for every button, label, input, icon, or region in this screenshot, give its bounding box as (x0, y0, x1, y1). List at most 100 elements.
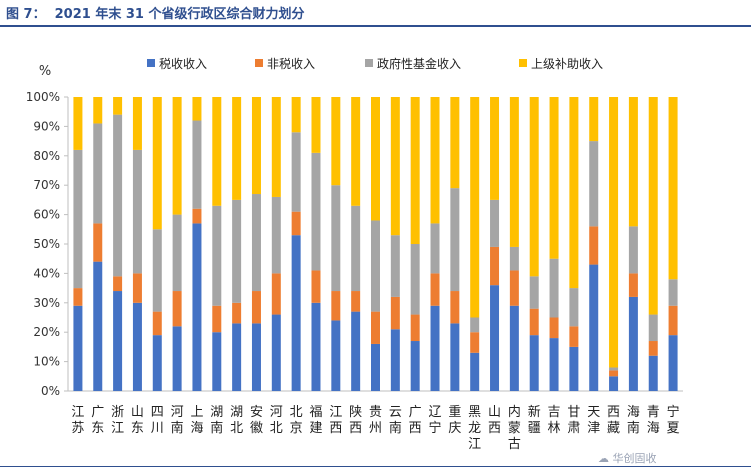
bar-segment (172, 214, 182, 292)
bar-segment (529, 97, 539, 277)
bar-segment (390, 329, 400, 391)
bar-segment (430, 305, 440, 391)
bar-segment (648, 341, 658, 356)
bar-segment (589, 97, 599, 142)
bar-segment (192, 223, 202, 391)
y-axis-unit-label: % (39, 64, 51, 79)
bar-segment (450, 97, 460, 189)
bar-segment (152, 335, 162, 391)
x-tick-label: 江 (468, 437, 481, 452)
y-tick-label: 50% (33, 237, 60, 251)
bar-segment (410, 244, 420, 315)
y-tick-label: 30% (33, 296, 60, 310)
bar-segment (628, 226, 638, 274)
bar-segment (192, 120, 202, 209)
bar-segment (311, 152, 321, 271)
x-tick-label: 安 (250, 405, 263, 420)
x-tick-label: 贵 (369, 405, 382, 420)
bar-segment (192, 208, 202, 224)
bar-segment (152, 229, 162, 312)
bar-segment (212, 205, 222, 306)
legend-label: 政府性基金收入 (377, 56, 461, 71)
x-tick-label: 蒙 (508, 421, 521, 436)
bar-segment (509, 246, 519, 271)
y-tick-label: 40% (33, 266, 60, 280)
x-tick-label: 东 (131, 421, 144, 436)
x-tick-label: 林 (548, 421, 561, 436)
bar-segment (470, 317, 480, 333)
x-tick-label: 北 (290, 405, 303, 420)
legend-label: 上级补助收入 (531, 57, 603, 71)
bar-segment (351, 311, 361, 391)
bar-segment (251, 97, 261, 195)
x-tick-label: 甘 (567, 405, 580, 420)
x-tick-label: 宁 (429, 420, 442, 436)
bar-segment (668, 279, 678, 306)
bottom-divider (0, 466, 751, 467)
x-tick-label: 古 (508, 437, 521, 452)
x-tick-label: 云 (389, 405, 402, 420)
bar-segment (390, 235, 400, 297)
bar-segment (152, 97, 162, 230)
bar-segment (113, 97, 123, 115)
bar-segment (569, 346, 579, 391)
x-tick-label: 川 (151, 421, 164, 436)
bar-segment (668, 305, 678, 336)
bar-segment (549, 97, 559, 259)
x-tick-label: 龙 (468, 421, 481, 436)
y-tick-label: 100% (26, 90, 60, 104)
x-tick-label: 西 (409, 421, 422, 436)
bar-segment (152, 311, 162, 336)
bar-segment (232, 97, 242, 200)
bar-segment (390, 97, 400, 236)
figure-title: 图 7： 2021 年末 31 个省级行政区综合财力划分 (6, 7, 305, 22)
x-tick-label: 西 (607, 405, 620, 420)
bar-segment (549, 317, 559, 339)
bar-segment (668, 335, 678, 391)
x-tick-label: 广 (409, 405, 422, 420)
bar-segment (132, 273, 142, 303)
bar-segment (73, 305, 83, 391)
x-tick-label: 京 (290, 421, 303, 436)
y-tick-label: 20% (33, 325, 60, 339)
bar-segment (450, 323, 460, 391)
bar-segment (509, 97, 519, 247)
x-tick-label: 北 (270, 421, 283, 436)
x-tick-label: 天 (587, 405, 600, 420)
bar-segment (648, 355, 658, 391)
x-tick-label: 江 (71, 405, 84, 420)
bar-segment (291, 235, 301, 391)
legend-swatch (255, 59, 263, 67)
bar-segment (331, 97, 341, 186)
bar-segment (509, 270, 519, 306)
bar-segment (628, 273, 638, 297)
bar-segment (648, 97, 658, 315)
bar-segment (271, 97, 281, 197)
x-tick-label: 南 (389, 420, 402, 436)
bar-segment (212, 97, 222, 206)
bar-segment (271, 196, 281, 274)
bar-segment (271, 314, 281, 391)
x-tick-label: 海 (627, 405, 640, 420)
y-tick-label: 90% (33, 119, 60, 133)
bar-segment (113, 114, 123, 277)
y-tick-label: 0% (41, 384, 60, 398)
bar-segment (73, 288, 83, 306)
bar-segment (490, 199, 500, 247)
bar-segment (430, 273, 440, 306)
title-divider (0, 25, 751, 27)
bar-segment (291, 132, 301, 212)
bar-segment (132, 149, 142, 274)
x-tick-label: 西 (349, 421, 362, 436)
bar-segment (470, 97, 480, 318)
bar-segment (251, 323, 261, 391)
x-tick-label: 湖 (210, 405, 223, 420)
bar-segment (311, 270, 321, 303)
bar-segment (430, 97, 440, 224)
x-tick-label: 浙 (111, 405, 124, 420)
x-tick-label: 山 (488, 405, 501, 420)
bar-segment (430, 223, 440, 274)
x-tick-label: 夏 (667, 421, 680, 436)
bar-segment (93, 261, 103, 391)
bar-segment (212, 305, 222, 333)
